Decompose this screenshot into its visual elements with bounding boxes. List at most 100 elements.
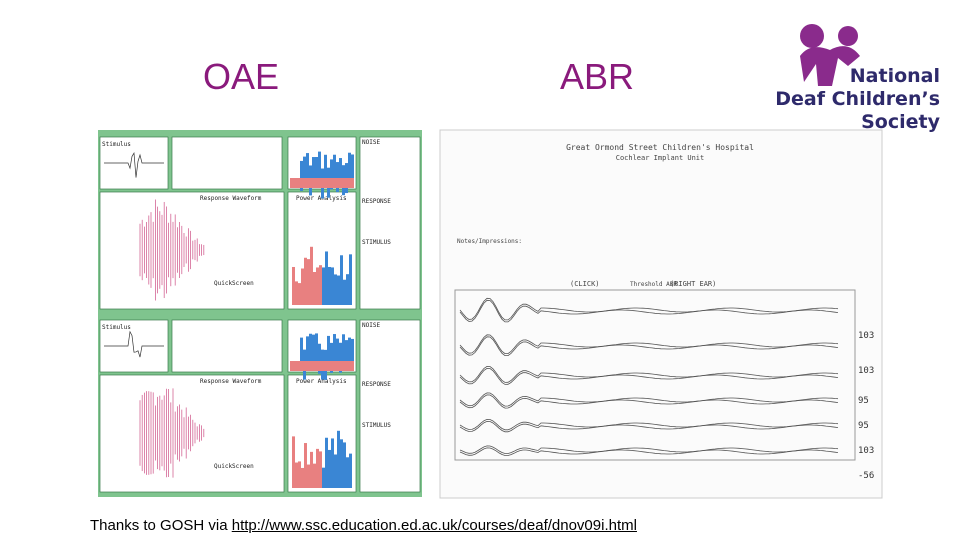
abr-stimulus: (CLICK)	[570, 280, 600, 288]
response-bar	[303, 156, 306, 187]
oae-title: OAE	[203, 56, 280, 97]
power-bar	[313, 272, 316, 305]
oae-label: STIMULUS	[362, 422, 391, 429]
power-bar	[322, 267, 325, 305]
waveform-box	[99, 191, 285, 310]
response-bar	[330, 159, 333, 190]
abr-trace	[459, 418, 839, 431]
power-bar	[349, 254, 352, 305]
oae-label: Response Waveform	[200, 195, 262, 202]
response-bar	[330, 342, 333, 373]
response-noise	[290, 361, 354, 371]
power-bar	[334, 274, 337, 305]
oae-label: QuickScreen	[214, 463, 254, 470]
abr-hospital: Great Ormond Street Children's Hospital	[566, 143, 754, 152]
power-bar	[304, 257, 307, 305]
power-bar	[331, 267, 334, 305]
response-bar	[324, 154, 327, 185]
response-bar	[351, 154, 354, 185]
response-bar	[312, 334, 315, 365]
oae-label: RESPONSE	[362, 198, 391, 205]
power-bar	[337, 275, 340, 305]
power-bar	[298, 283, 301, 305]
oae-label: NOISE	[362, 322, 380, 329]
abr-trace	[459, 334, 839, 354]
power-bar	[316, 448, 319, 488]
response-bar	[348, 152, 351, 183]
power-bar	[310, 451, 313, 488]
response-bar	[333, 334, 336, 365]
values-box	[359, 136, 421, 310]
power-bar	[343, 279, 346, 305]
abr-trace	[459, 394, 839, 409]
abr-plot-frame	[454, 289, 856, 461]
info-box	[171, 136, 283, 190]
footer-link[interactable]: http://www.ssc.education.ed.ac.uk/course…	[231, 517, 637, 534]
response-bar	[315, 157, 318, 188]
power-bar	[328, 266, 331, 305]
power-bar	[340, 439, 343, 488]
power-bar	[301, 268, 304, 305]
power-bar	[295, 462, 298, 488]
power-bar	[343, 442, 346, 488]
response-bar	[312, 157, 315, 188]
abr-notes: Notes/Impressions:	[457, 238, 522, 245]
power-bar	[334, 454, 337, 488]
abr-threshold: Threshold ABR	[630, 281, 677, 288]
response-bar	[315, 333, 318, 364]
power-bar	[319, 265, 322, 305]
power-bar	[349, 453, 352, 488]
waveform-box	[99, 374, 285, 493]
oae-label: Stimulus	[102, 324, 131, 331]
oae-label: Power Analysis	[296, 378, 347, 385]
abr-level: 95	[858, 396, 869, 406]
logo-line: Deaf Children’s	[775, 88, 940, 110]
info-box	[171, 319, 283, 373]
power-bar	[337, 430, 340, 488]
response-bar	[339, 158, 342, 189]
oae-label: QuickScreen	[214, 280, 254, 287]
response-bar	[333, 154, 336, 185]
abr-trace	[459, 336, 839, 356]
response-bar	[327, 335, 330, 366]
power-bar	[292, 266, 295, 305]
response-bar	[300, 160, 303, 191]
abr-trace	[459, 365, 839, 383]
oae-image: Stimulus Response Waveform Power Analysis Q…	[98, 130, 422, 497]
power-bar	[331, 438, 334, 488]
power-bar	[328, 449, 331, 488]
logo-figure	[800, 24, 860, 86]
response-bar	[345, 340, 348, 371]
response-bar	[318, 343, 321, 374]
abr-trace	[459, 445, 839, 454]
abr-unit: Cochlear Implant Unit	[616, 154, 705, 162]
response-bar	[348, 337, 351, 368]
abr-level: 103	[858, 331, 874, 341]
abr-image: Great Ormond Street Children's Hospital …	[439, 129, 883, 499]
footer: Thanks to GOSH via http://www.ssc.educat…	[90, 517, 637, 534]
abr-level: -56	[858, 471, 874, 481]
power-bar	[319, 451, 322, 488]
abr-trace	[459, 299, 839, 323]
abr-ear: (RIGHT EAR)	[670, 280, 716, 288]
power-bar	[340, 255, 343, 305]
abr-trace	[459, 447, 839, 456]
power-bar	[310, 246, 313, 305]
power-bar	[313, 463, 316, 488]
response-bar	[339, 342, 342, 373]
oae-label: Response Waveform	[200, 378, 262, 385]
power-bar	[325, 251, 328, 305]
oae-label: RESPONSE	[362, 381, 391, 388]
response-bar	[306, 153, 309, 184]
response-bar	[342, 334, 345, 365]
response-bar	[318, 151, 321, 182]
power-bar	[292, 436, 295, 488]
response-bar	[300, 337, 303, 368]
power-bar	[307, 464, 310, 488]
abr-trace	[459, 392, 839, 407]
response-bar	[336, 338, 339, 369]
power-bar	[298, 461, 301, 488]
